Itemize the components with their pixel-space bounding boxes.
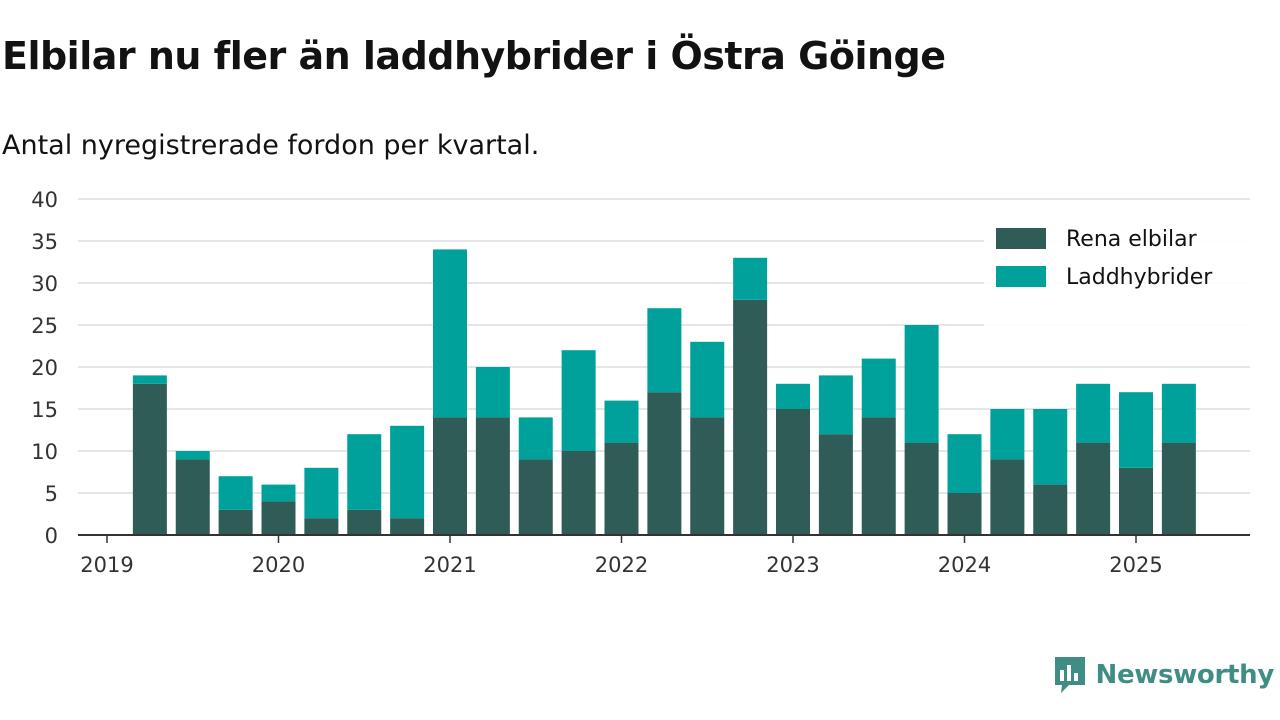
newsworthy-logo-icon [1054, 657, 1085, 693]
bar-laddhybrider [1119, 392, 1153, 468]
bar-laddhybrider [433, 249, 467, 418]
x-tick-label: 2025 [1109, 553, 1162, 577]
chart-subtitle: Antal nyregistrerade fordon per kvartal. [2, 130, 540, 161]
y-tick-label: 30 [31, 272, 58, 296]
bar-rena-elbilar [604, 442, 639, 535]
bar-rena-elbilar [861, 417, 896, 535]
bar-rena-elbilar [261, 501, 296, 535]
bar-rena-elbilar [1161, 442, 1196, 535]
y-tick-label: 5 [45, 482, 58, 506]
bar-laddhybrider [947, 434, 982, 493]
bar-laddhybrider [561, 350, 596, 451]
y-tick-label: 35 [31, 230, 58, 254]
bar-laddhybrider [818, 375, 853, 435]
x-tick-label: 2024 [938, 553, 991, 577]
bar-rena-elbilar [561, 451, 596, 535]
bar-laddhybrider [904, 325, 939, 443]
x-tick-label: 2023 [766, 553, 819, 577]
bar-laddhybrider [776, 383, 810, 409]
bar-laddhybrider [733, 257, 768, 300]
bar-rena-elbilar [390, 518, 425, 535]
y-tick-label: 0 [45, 524, 58, 548]
bar-rena-elbilar [647, 392, 682, 535]
x-tick-label: 2022 [595, 553, 648, 577]
bar-rena-elbilar [1076, 442, 1111, 535]
legend: Rena elbilar Laddhybrider [984, 222, 1250, 330]
bar-laddhybrider [347, 434, 382, 510]
bar-rena-elbilar [518, 459, 553, 535]
bar-rena-elbilar [175, 459, 210, 535]
bar-laddhybrider [1033, 409, 1068, 485]
y-tick-label: 15 [31, 398, 58, 422]
bar-rena-elbilar [733, 299, 768, 535]
y-tick-label: 40 [31, 188, 58, 212]
bar-laddhybrider [690, 341, 725, 418]
chart-title: Elbilar nu fler än laddhybrider i Östra … [2, 34, 946, 78]
legend-swatch-rena-elbilar [996, 228, 1046, 249]
bar-laddhybrider [861, 358, 896, 418]
legend-swatch-laddhybrider [996, 266, 1046, 287]
bar-laddhybrider [604, 400, 639, 443]
bar-rena-elbilar [1119, 467, 1153, 535]
bar-laddhybrider [218, 476, 253, 510]
bar-laddhybrider [304, 467, 339, 519]
bar-rena-elbilar [818, 434, 853, 535]
brand: Newsworthy [1052, 654, 1274, 696]
bar-laddhybrider [261, 484, 296, 502]
legend-label-rena-elbilar: Rena elbilar [1066, 227, 1198, 252]
bar-rena-elbilar [132, 383, 167, 535]
legend-label-laddhybrider: Laddhybrider [1066, 265, 1213, 290]
bar-laddhybrider [475, 367, 510, 418]
brand-name: Newsworthy [1095, 660, 1275, 690]
bar-laddhybrider [518, 417, 553, 460]
bar-laddhybrider [990, 409, 1025, 460]
y-tick-label: 10 [31, 440, 58, 464]
bars [132, 249, 1196, 535]
bar-rena-elbilar [990, 459, 1025, 535]
bar-laddhybrider [132, 375, 167, 384]
bar-rena-elbilar [776, 409, 810, 535]
y-tick-label: 25 [31, 314, 58, 338]
bar-rena-elbilar [1033, 484, 1068, 535]
x-tick-label: 2020 [252, 553, 305, 577]
bar-laddhybrider [1076, 383, 1111, 443]
bar-rena-elbilar [904, 442, 939, 535]
bar-laddhybrider [175, 451, 210, 460]
x-tick-label: 2019 [80, 553, 133, 577]
bar-rena-elbilar [218, 509, 253, 535]
bar-rena-elbilar [690, 417, 725, 535]
x-tick-label: 2021 [423, 553, 476, 577]
bar-rena-elbilar [947, 493, 982, 535]
y-tick-label: 20 [31, 356, 58, 380]
bar-laddhybrider [1161, 383, 1196, 443]
bar-laddhybrider [647, 308, 682, 393]
bar-rena-elbilar [347, 509, 382, 535]
bar-rena-elbilar [475, 417, 510, 535]
bar-rena-elbilar [304, 518, 339, 535]
bar-rena-elbilar [433, 417, 467, 535]
bar-laddhybrider [390, 425, 425, 519]
